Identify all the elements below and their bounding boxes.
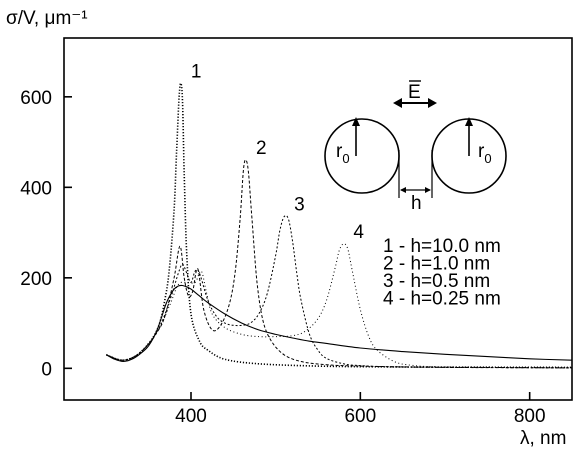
peak-label-3: 3 [294, 195, 305, 216]
legend-entry: 2 - h=1.0 nm [383, 254, 490, 275]
curves [106, 82, 573, 369]
field-arrowhead-left [393, 98, 402, 108]
plot-frame [63, 37, 573, 401]
y-tick-label: 0 [41, 359, 52, 380]
x-tick-label: 400 [175, 406, 207, 427]
y-tick-label: 600 [20, 88, 52, 109]
right-radius-label: r0 [478, 141, 492, 166]
field-label: E [408, 82, 421, 103]
peak-label-2: 2 [256, 138, 267, 159]
y-tick-label: 200 [20, 269, 52, 290]
field-arrowhead-right [428, 98, 437, 108]
x-axis-label: λ, nm [520, 428, 566, 449]
legend-entry: 3 - h=0.5 nm [383, 271, 490, 292]
right-radius-arrowhead [465, 117, 473, 126]
y-axis-label: σ/V, μm⁻¹ [6, 8, 88, 29]
series-line-2 [106, 159, 573, 369]
gap-arrowhead-left [400, 187, 406, 193]
series-line-3 [106, 215, 573, 369]
y-tick-label: 400 [20, 178, 52, 199]
series-line-1 [106, 82, 573, 369]
series-line-4 [106, 243, 573, 369]
dimer-diagram: r0 r0 h E [324, 80, 507, 214]
y-axis-ticks: 0 200 400 600 [20, 88, 72, 380]
left-radius-label: r0 [336, 141, 350, 166]
peak-labels: 1 2 3 4 [191, 61, 365, 243]
legend-entry: 1 - h=10.0 nm [383, 236, 501, 257]
x-axis-ticks: 400 600 800 [175, 392, 546, 427]
x-tick-label: 600 [344, 406, 376, 427]
peak-label-4: 4 [353, 222, 364, 243]
x-tick-label: 800 [514, 406, 546, 427]
gap-arrowhead-right [425, 187, 431, 193]
single-particle-curve [106, 284, 573, 363]
legend-entry: 4 - h=0.25 nm [383, 289, 501, 310]
left-radius-arrowhead [352, 117, 360, 126]
legend: 1 - h=10.0 nm2 - h=1.0 nm3 - h=0.5 nm4 -… [383, 236, 501, 310]
peak-label-1: 1 [191, 61, 202, 82]
gap-label: h [411, 193, 422, 214]
